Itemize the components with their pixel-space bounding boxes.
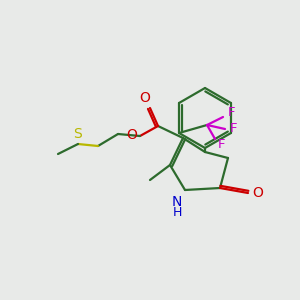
- Text: O: O: [140, 91, 150, 105]
- Text: F: F: [229, 122, 237, 134]
- Text: H: H: [172, 206, 182, 218]
- Text: O: O: [253, 186, 263, 200]
- Text: O: O: [127, 128, 137, 142]
- Text: F: F: [227, 106, 235, 119]
- Text: S: S: [73, 127, 81, 141]
- Text: F: F: [217, 137, 225, 151]
- Text: N: N: [172, 195, 182, 209]
